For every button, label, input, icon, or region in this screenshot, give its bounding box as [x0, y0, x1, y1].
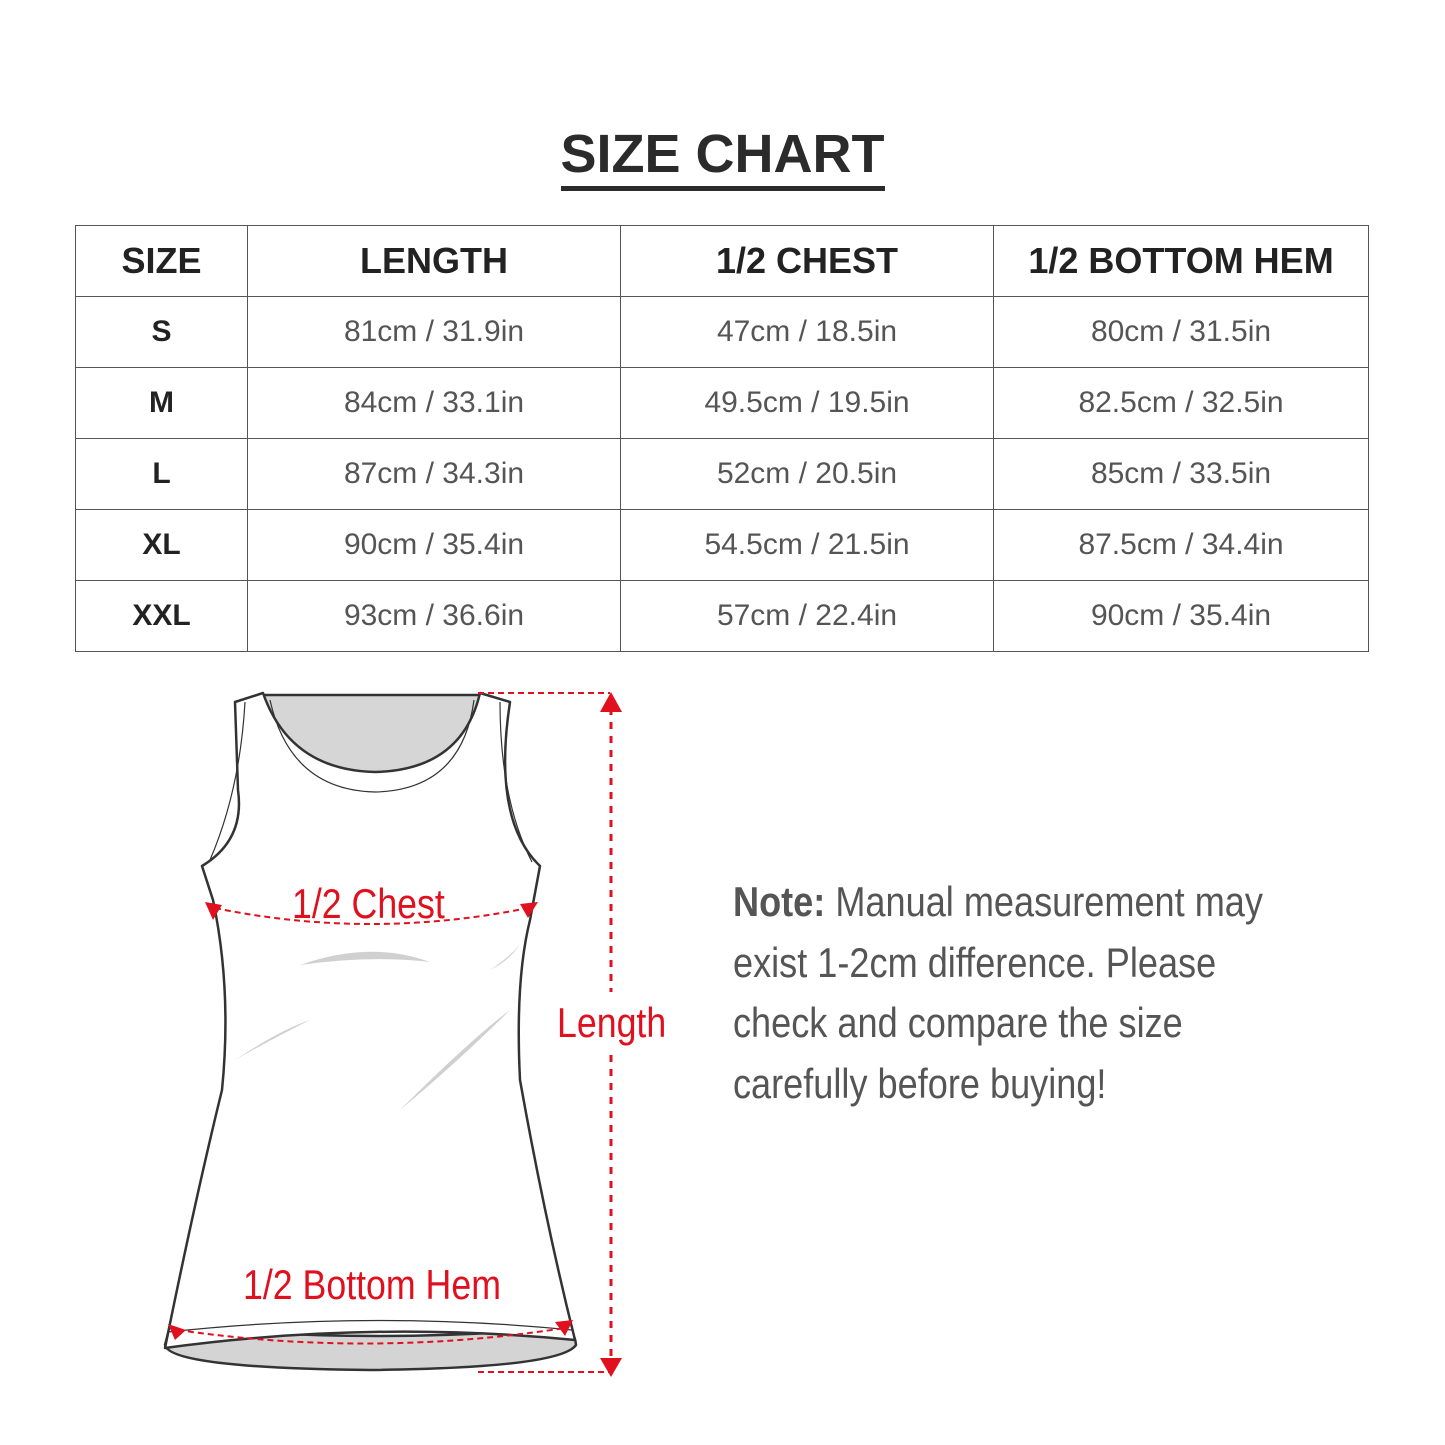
- size-table: SIZE LENGTH 1/2 CHEST 1/2 BOTTOM HEM S 8…: [75, 225, 1369, 652]
- cell-hem: 85cm / 33.5in: [993, 438, 1369, 510]
- cell-length: 90cm / 35.4in: [247, 509, 621, 581]
- cell-chest: 52cm / 20.5in: [620, 438, 994, 510]
- cell-hem: 80cm / 31.5in: [993, 296, 1369, 368]
- cell-length: 93cm / 36.6in: [247, 580, 621, 652]
- table-row: S 81cm / 31.9in 47cm / 18.5in 80cm / 31.…: [75, 296, 1369, 368]
- cell-hem: 90cm / 35.4in: [993, 580, 1369, 652]
- header-bottom-hem: 1/2 BOTTOM HEM: [993, 225, 1369, 297]
- length-label: Length: [557, 999, 667, 1046]
- arrowheads: [168, 692, 622, 1377]
- cell-size: XL: [75, 509, 248, 581]
- cell-length: 87cm / 34.3in: [247, 438, 621, 510]
- page-title: SIZE CHART: [0, 122, 1445, 191]
- cell-size: M: [75, 367, 248, 439]
- cell-length: 84cm / 33.1in: [247, 367, 621, 439]
- table-header-row: SIZE LENGTH 1/2 CHEST 1/2 BOTTOM HEM: [75, 225, 1369, 297]
- table-row: L 87cm / 34.3in 52cm / 20.5in 85cm / 33.…: [75, 438, 1369, 510]
- header-chest: 1/2 CHEST: [620, 225, 994, 297]
- cell-chest: 54.5cm / 21.5in: [620, 509, 994, 581]
- header-size: SIZE: [75, 225, 248, 297]
- cell-size: L: [75, 438, 248, 510]
- bottom-hem-label: 1/2 Bottom Hem: [243, 1261, 501, 1308]
- cell-length: 81cm / 31.9in: [247, 296, 621, 368]
- note-text: Note: Manual measurement may exist 1-2cm…: [733, 878, 1263, 1107]
- note-label: Note:: [733, 878, 826, 925]
- cell-chest: 57cm / 22.4in: [620, 580, 994, 652]
- cell-chest: 49.5cm / 19.5in: [620, 367, 994, 439]
- chest-label: 1/2 Chest: [292, 880, 445, 927]
- table-row: XXL 93cm / 36.6in 57cm / 22.4in 90cm / 3…: [75, 580, 1369, 652]
